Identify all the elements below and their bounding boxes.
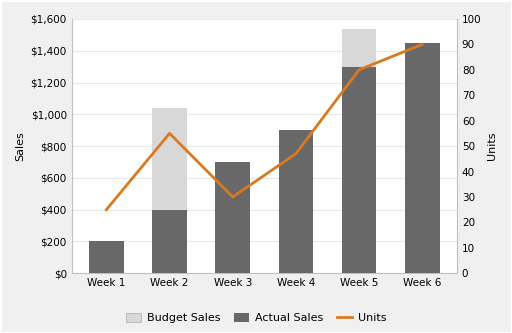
- Bar: [216, 162, 250, 273]
- Bar: [279, 149, 313, 273]
- Legend: Budget Sales, Actual Sales, Units: Budget Sales, Actual Sales, Units: [121, 308, 391, 327]
- Units: [419, 42, 425, 46]
- Units: [230, 195, 236, 199]
- Units: [293, 152, 299, 156]
- Bar: [279, 130, 313, 273]
- Line: Units: Units: [106, 44, 422, 210]
- Bar: [89, 241, 124, 273]
- Units: [166, 132, 173, 136]
- Bar: [405, 68, 440, 273]
- Bar: [216, 189, 250, 273]
- Bar: [152, 108, 187, 273]
- Bar: [405, 43, 440, 273]
- Y-axis label: Units: Units: [487, 132, 497, 160]
- Bar: [342, 29, 376, 273]
- Bar: [342, 67, 376, 273]
- Units: [103, 208, 110, 212]
- Bar: [89, 244, 124, 273]
- Y-axis label: Sales: Sales: [15, 131, 25, 161]
- Units: [356, 68, 362, 72]
- Bar: [152, 210, 187, 273]
